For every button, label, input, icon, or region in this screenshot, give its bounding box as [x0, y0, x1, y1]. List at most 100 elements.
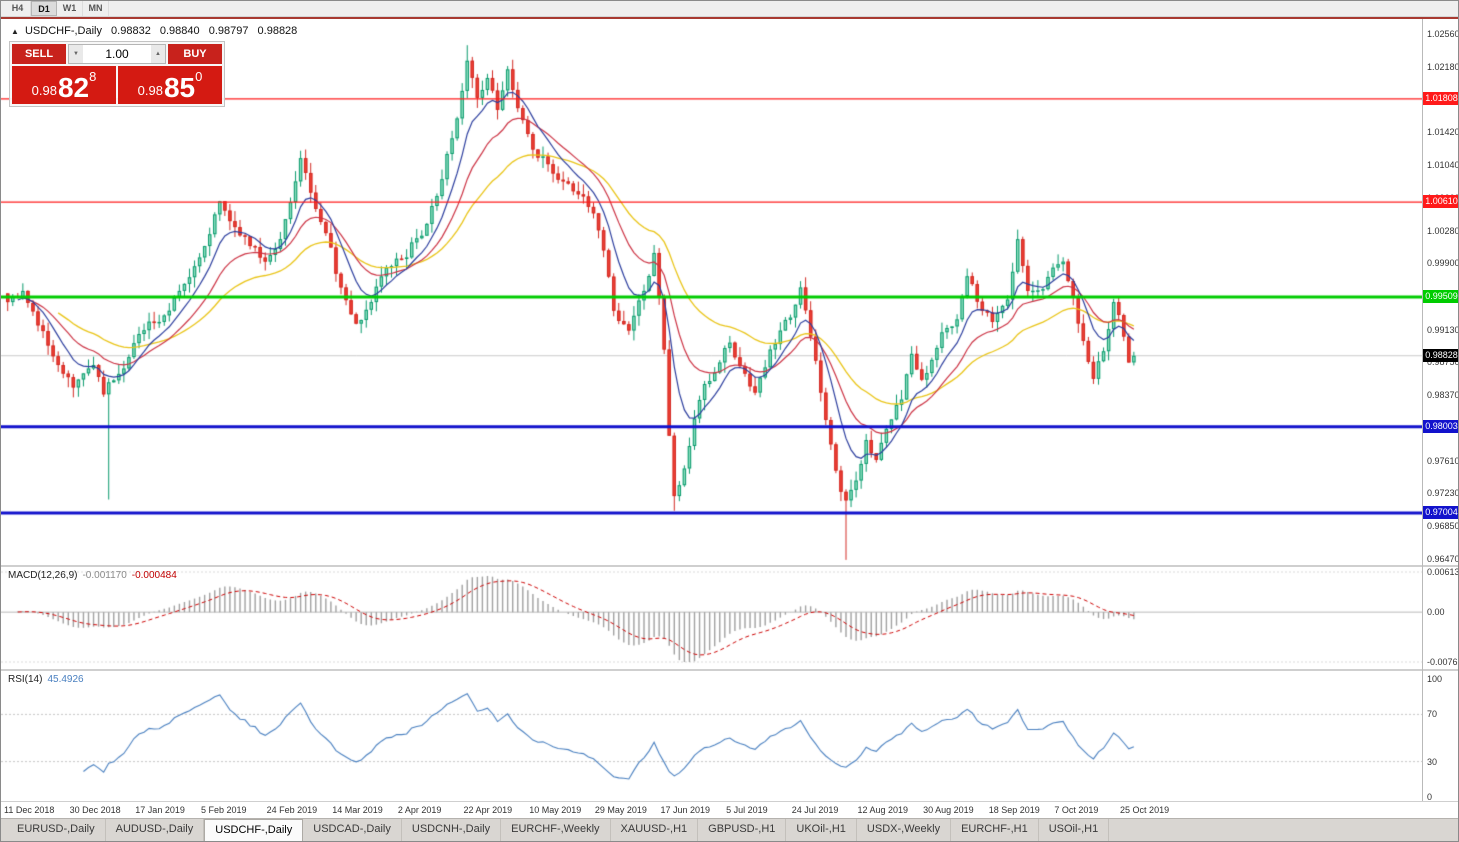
rsi-axis-label: 100	[1427, 674, 1443, 684]
price-axis-label: 0.99130	[1427, 324, 1459, 335]
chart-tab-usoil-h1[interactable]: USOil-,H1	[1039, 819, 1110, 841]
price-axis-label: 1.00280	[1427, 225, 1459, 236]
price-level-badge[interactable]: 0.97004	[1423, 505, 1458, 519]
sell-price-main: 82	[57, 72, 90, 103]
date-axis-label: 2 Apr 2019	[397, 805, 442, 815]
date-axis-label: 24 Jul 2019	[791, 805, 839, 815]
quote-open: 0.98832	[111, 25, 151, 37]
price-axis-label: 0.98370	[1427, 390, 1459, 401]
quote-close: 0.98828	[257, 25, 298, 37]
price-axis-label: 1.02560	[1427, 29, 1459, 39]
date-axis-label: 11 Dec 2018	[4, 805, 55, 815]
date-axis-label: 30 Dec 2018	[69, 805, 121, 815]
price-chart-canvas[interactable]	[1, 19, 1422, 565]
timeframe-button-w1[interactable]: W1	[57, 1, 83, 16]
quote-high: 0.98840	[159, 25, 200, 37]
chart-symbol-label: USDCHF-,Daily	[24, 25, 102, 37]
chart-tab-ukoil-h1[interactable]: UKOil-,H1	[786, 819, 857, 841]
price-level-badge[interactable]: 0.99509	[1423, 290, 1458, 304]
buy-price-display[interactable]: 0.98 85 0	[118, 66, 222, 104]
volume-decrease-icon[interactable]: ▼	[69, 45, 83, 63]
price-axis-label: 1.01040	[1427, 160, 1459, 171]
date-axis-separator	[1, 801, 1458, 802]
date-axis-label: 12 Aug 2019	[857, 805, 908, 815]
trade-prices-row: 0.98 82 8 0.98 85 0	[12, 66, 222, 104]
buy-price-pip: 0	[195, 69, 203, 84]
one-click-trading-panel: SELL ▼ 1.00 ▲ BUY 0.98 82 8 0.98 85 0	[9, 41, 225, 107]
sell-price-pip: 8	[89, 69, 97, 84]
chart-tabs-bar: EURUSD-,Daily AUDUSD-,Daily USDCHF-,Daily U…	[1, 818, 1458, 841]
price-axis-label: 0.97610	[1427, 455, 1459, 466]
macd-name: MACD(12,26,9)	[8, 570, 78, 581]
date-axis-label: 25 Oct 2019	[1120, 805, 1170, 815]
price-axis-label: 1.02180	[1427, 61, 1459, 72]
sell-button[interactable]: SELL	[12, 44, 66, 64]
timeframe-button-mn[interactable]: MN	[83, 1, 109, 16]
macd-axis-label: 0.00613	[1427, 567, 1459, 577]
price-level-badge[interactable]: 1.00610	[1423, 195, 1458, 209]
date-axis-label: 30 Aug 2019	[923, 805, 974, 815]
sell-price-display[interactable]: 0.98 82 8	[12, 66, 116, 104]
macd-indicator-label: MACD(12,26,9) -0.001170 -0.000484	[8, 570, 177, 581]
price-axis-label: 0.99900	[1427, 258, 1459, 269]
rsi-value: 45.4926	[47, 674, 84, 685]
chart-tab-eurchf-weekly[interactable]: EURCHF-,Weekly	[501, 819, 611, 841]
macd-axis-label: -0.00761	[1427, 657, 1459, 667]
macd-axis-label: 0.00	[1427, 607, 1445, 618]
price-axis-label: 0.97230	[1427, 488, 1459, 499]
current-price-badge: 0.98828	[1423, 348, 1458, 362]
chart-tab-usdchf-daily[interactable]: USDCHF-,Daily	[204, 819, 304, 841]
price-axis-label: 0.96470	[1427, 554, 1459, 564]
chart-title: ▲ USDCHF-,Daily 0.98832 0.98840 0.98797 …	[11, 25, 297, 37]
quote-low: 0.98797	[208, 25, 249, 37]
buy-price-main: 85	[163, 72, 196, 103]
chart-tab-audusd-daily[interactable]: AUDUSD-,Daily	[106, 819, 205, 841]
rsi-name: RSI(14)	[8, 674, 43, 685]
rsi-indicator-canvas[interactable]	[1, 671, 1422, 801]
price-level-badge[interactable]: 1.01808	[1423, 91, 1458, 105]
chart-tab-eurusd-daily[interactable]: EURUSD-,Daily	[7, 819, 106, 841]
timeframe-button-h4[interactable]: H4	[5, 1, 31, 16]
date-axis-label: 22 Apr 2019	[463, 805, 513, 815]
date-axis-label: 5 Jul 2019	[726, 805, 768, 815]
chart-tab-usdcnh-daily[interactable]: USDCNH-,Daily	[402, 819, 502, 841]
collapse-panel-icon[interactable]: ▲	[11, 27, 19, 36]
timeframe-toolbar: H4 D1 W1 MN	[1, 1, 1458, 17]
chart-tab-usdx-weekly[interactable]: USDX-,Weekly	[857, 819, 952, 841]
date-axis-label: 29 May 2019	[594, 805, 647, 815]
price-level-badge[interactable]: 0.98003	[1423, 419, 1458, 433]
rsi-axis-label: 30	[1427, 756, 1438, 767]
macd-signal-value: -0.000484	[131, 570, 177, 581]
macd-indicator-canvas[interactable]	[1, 567, 1422, 669]
volume-increase-icon[interactable]: ▲	[151, 45, 165, 63]
price-axis-label: 0.98750	[1427, 357, 1459, 368]
price-axis-divider	[1422, 19, 1423, 801]
price-axis-label: 1.01420	[1427, 127, 1459, 138]
date-axis-label: 17 Jun 2019	[660, 805, 711, 815]
buy-button[interactable]: BUY	[168, 44, 222, 64]
chart-tab-usdcad-daily[interactable]: USDCAD-,Daily	[303, 819, 402, 841]
date-axis-label: 17 Jan 2019	[135, 805, 185, 815]
buy-price-prefix: 0.98	[137, 83, 163, 98]
trade-buttons-row: SELL ▼ 1.00 ▲ BUY	[12, 44, 222, 64]
macd-main-value: -0.001170	[82, 570, 127, 581]
window-accent-line	[1, 17, 1458, 19]
main-macd-separator	[1, 565, 1458, 567]
date-axis-label: 10 May 2019	[529, 805, 582, 815]
date-axis-label: 24 Feb 2019	[266, 805, 318, 815]
chart-tab-gbpusd-h1[interactable]: GBPUSD-,H1	[698, 819, 787, 841]
price-axis-label: 0.96850	[1427, 521, 1459, 532]
date-axis-label: 5 Feb 2019	[200, 805, 247, 815]
rsi-axis-label: 70	[1427, 709, 1438, 720]
rsi-indicator-label: RSI(14) 45.4926	[8, 674, 84, 685]
chart-tab-eurchf-h1[interactable]: EURCHF-,H1	[951, 819, 1039, 841]
date-axis-label: 14 Mar 2019	[332, 805, 383, 815]
volume-input[interactable]: 1.00	[105, 47, 129, 61]
timeframe-button-d1[interactable]: D1	[31, 1, 57, 16]
date-axis-label: 7 Oct 2019	[1054, 805, 1099, 815]
chart-tab-xauusd-h1[interactable]: XAUUSD-,H1	[611, 819, 699, 841]
rsi-axis-label: 0	[1427, 792, 1433, 802]
macd-rsi-separator	[1, 669, 1458, 671]
volume-control: ▼ 1.00 ▲	[68, 44, 166, 64]
